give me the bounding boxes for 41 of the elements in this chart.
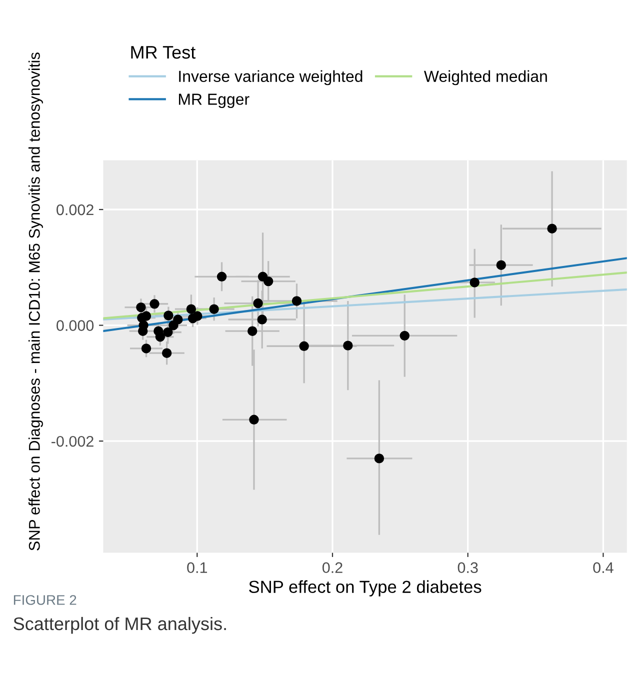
point: [141, 344, 152, 354]
y-tick-label: 0.002: [56, 204, 94, 216]
x-tick-label: 0.4: [593, 562, 614, 574]
point: [299, 341, 309, 351]
y-tick-label: 0.000: [56, 320, 94, 331]
point: [249, 414, 259, 425]
point: [470, 278, 480, 288]
point: [216, 272, 227, 282]
text: Scatterplot of MR analysis.: [14, 616, 226, 634]
point: [263, 276, 274, 286]
caption: FIGURE 2: [14, 595, 76, 605]
point: [162, 348, 172, 358]
point: [253, 298, 263, 308]
point: [192, 311, 202, 321]
legend-title: MR Test: [131, 46, 196, 59]
y-axis-title: SNP effect on Diagnoses - main ICD10: M65 Synovitis and tenosynovitis: [28, 52, 43, 550]
point: [173, 314, 183, 324]
point: [209, 304, 219, 314]
legend-label: Weighted median: [424, 70, 547, 86]
point: [374, 454, 384, 464]
point: [136, 302, 146, 312]
point: [186, 304, 196, 314]
point: [292, 296, 302, 306]
point: [496, 260, 506, 270]
point: [164, 310, 174, 320]
point: [138, 326, 148, 336]
legend-label: Inverse variance weighted: [179, 70, 362, 86]
y-tick-label: -0.002: [52, 436, 94, 447]
point: [248, 326, 258, 336]
point: [343, 340, 353, 350]
x-tick-label: 0.1: [187, 562, 208, 574]
point: [150, 299, 160, 309]
point: [547, 224, 557, 234]
point: [155, 332, 166, 342]
point: [257, 314, 267, 324]
legend-label: MR Egger: [178, 94, 250, 108]
x-tick-label: 0.2: [322, 562, 342, 574]
point: [400, 330, 410, 341]
x-axis-title: SNP effect on Type 2 diabetes: [249, 580, 482, 596]
point: [163, 327, 173, 338]
x-tick-label: 0.3: [458, 562, 478, 574]
